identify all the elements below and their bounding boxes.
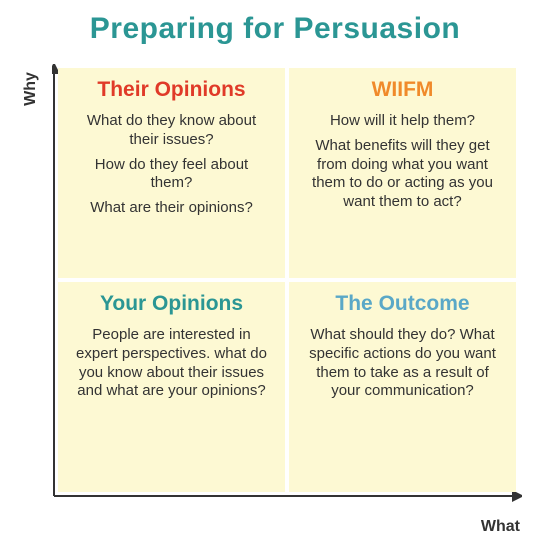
cell-question: What do they know about their issues? [72,112,271,150]
cell-title: WIIFM [372,78,434,102]
cell-question: How will it help them? [330,112,475,131]
cell-title: Your Opinions [100,292,243,316]
cell-question: People are interested in expert perspect… [72,326,271,401]
cell-title: The Outcome [335,292,469,316]
chart-area: Their Opinions What do they know about t… [52,64,522,512]
cell-question: What benefits will they get from doing w… [303,137,502,212]
page-title: Preparing for Persuasion [0,0,550,46]
x-axis-label: What [481,518,520,536]
cell-your-opinions: Your Opinions People are interested in e… [58,282,285,492]
cell-question: What are their opinions? [90,199,253,218]
quadrant-grid: Their Opinions What do they know about t… [58,68,516,492]
y-axis-label: Why [22,72,40,106]
cell-title: Their Opinions [97,78,245,102]
cell-the-outcome: The Outcome What should they do? What sp… [289,282,516,492]
cell-wiifm: WIIFM How will it help them? What benefi… [289,68,516,278]
cell-their-opinions: Their Opinions What do they know about t… [58,68,285,278]
cell-question: What should they do? What specific actio… [303,326,502,401]
cell-question: How do they feel about them? [72,156,271,194]
